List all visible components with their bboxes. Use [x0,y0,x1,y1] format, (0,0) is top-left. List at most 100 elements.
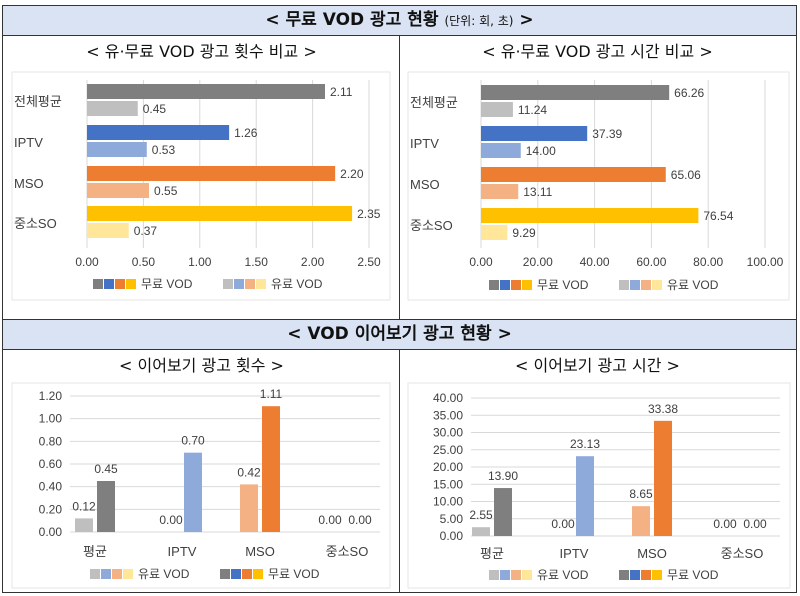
chart-area [407,71,790,301]
bar [632,506,650,536]
chart-title: < 유·무료 VOD 광고 횟수 비교 > [86,42,317,61]
bar [87,223,129,238]
category-label: IPTV [410,136,439,151]
x-tick-label: 1.00 [188,255,212,269]
data-label: 0.00 [348,513,372,527]
legend-swatch [220,569,230,579]
category-label: 중소SO [721,546,764,561]
data-label: 33.38 [648,402,678,416]
data-label: 13.11 [523,185,552,199]
category-label: 평균 [480,546,504,561]
legend-swatch [256,279,266,289]
y-tick-label: 20.00 [433,460,463,474]
bar [262,406,280,532]
x-tick-label: 20.00 [523,255,553,269]
legend-swatch [641,570,651,580]
data-label: 1.26 [234,126,258,140]
bar [87,101,138,116]
data-label: 13.90 [488,469,518,483]
legend-swatch [104,279,114,289]
legend-swatch [522,280,532,290]
bar [654,420,672,536]
data-label: 0.00 [318,513,342,527]
bar [87,125,230,140]
category-label: MSO [410,177,440,192]
legend-swatch [500,570,510,580]
data-label: 1.11 [260,387,283,401]
legend-label: 유료 VOD [667,278,719,292]
legend-swatch [93,279,103,289]
y-tick-label: 40.00 [433,391,463,405]
legend-swatch [245,279,255,289]
data-label: 0.12 [72,499,96,513]
x-tick-label: 0.00 [75,255,99,269]
section-title: < 무료 VOD 광고 현황 [265,10,439,30]
legend-swatch [126,279,136,289]
x-tick-label: 2.50 [357,255,381,269]
category-label: 중소SO [410,218,453,233]
legend-swatch [112,569,122,579]
bar [481,208,699,223]
data-label: 0.00 [713,517,737,531]
section-header-free-vod: < 무료 VOD 광고 현황 (단위: 회, 초) > [2,5,797,36]
data-label: 65.06 [671,168,701,182]
legend-label: 유료 VOD [138,567,190,581]
column-divider [399,36,400,319]
legend-swatch [101,569,111,579]
legend-swatch [90,569,100,579]
x-tick-label: 40.00 [580,255,610,269]
data-label: 0.00 [159,513,183,527]
unit-note: (단위: 회, 초) [444,14,514,28]
data-label: 2.20 [340,167,364,181]
category-label: 중소SO [326,544,369,559]
legend-label: 유료 VOD [271,277,323,291]
legend-swatch [223,279,233,289]
bar [184,452,202,532]
category-label: IPTV [560,546,589,561]
y-tick-label: 0.40 [39,480,63,494]
legend-swatch [619,570,629,580]
legend-swatch [500,280,510,290]
y-tick-label: 25.00 [433,443,463,457]
bar [576,456,594,536]
legend-label: 무료 VOD [667,568,719,582]
bar [87,183,150,198]
x-tick-label: 0.50 [132,255,156,269]
y-tick-label: 0.60 [39,457,63,471]
column-divider [399,350,400,593]
legend-swatch [123,569,133,579]
title-close: > [519,10,534,30]
legend-swatch [242,569,252,579]
y-tick-label: 1.00 [39,412,63,426]
category-label: MSO [637,546,667,561]
data-label: 37.39 [592,127,622,141]
data-label: 0.45 [143,102,167,116]
y-tick-label: 0.00 [39,525,63,539]
bar [87,142,147,157]
category-label: MSO [14,176,44,191]
data-label: 0.53 [152,143,176,157]
chart-area [407,382,791,589]
bar [494,488,512,536]
bar [87,84,326,99]
category-label: MSO [245,544,275,559]
x-tick-label: 80.00 [693,255,723,269]
bar [481,102,513,117]
data-label: 0.55 [154,184,178,198]
legend-swatch [489,280,499,290]
legend-swatch [511,280,521,290]
bar [87,166,336,181]
x-tick-label: 100.00 [747,255,784,269]
bar [481,126,588,141]
legend-swatch [253,569,263,579]
category-label: IPTV [168,544,197,559]
data-label: 76.54 [703,209,733,223]
data-label: 0.00 [743,517,767,531]
bar [97,481,115,532]
legend-swatch [619,280,629,290]
category-label: 평균 [83,544,107,559]
y-tick-label: 1.20 [39,389,63,403]
legend-swatch [652,280,662,290]
data-label: 0.37 [134,224,158,238]
legend-swatch [234,279,244,289]
